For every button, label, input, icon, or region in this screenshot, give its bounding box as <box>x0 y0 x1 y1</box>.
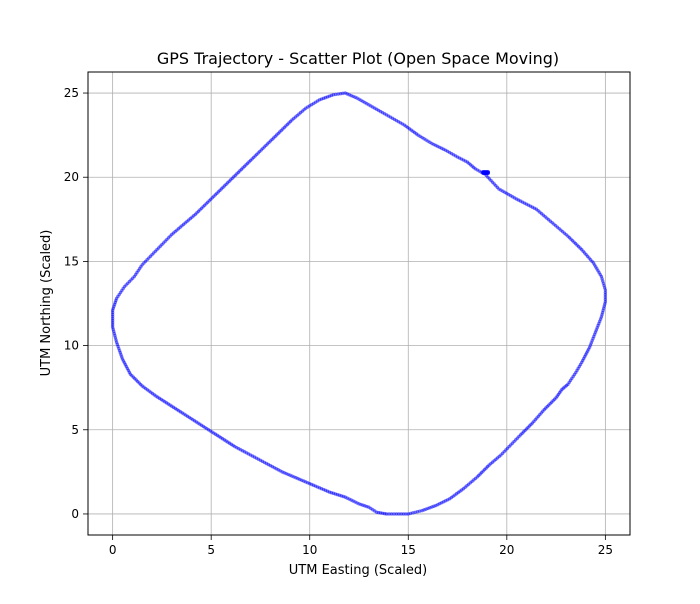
y-tick-label: 10 <box>64 339 79 353</box>
x-tick-label: 20 <box>499 543 514 557</box>
trajectory-point <box>392 512 396 516</box>
plot-area-frame <box>87 71 631 536</box>
y-tick-label: 0 <box>71 507 79 521</box>
x-tick-label: 25 <box>598 543 613 557</box>
trajectory-point <box>389 512 394 516</box>
y-tick-label: 5 <box>71 423 79 437</box>
trajectory-point <box>603 290 608 295</box>
x-tick-label: 15 <box>401 543 416 557</box>
trajectory-point <box>404 512 408 516</box>
trajectory-point <box>394 512 399 516</box>
x-tick-label: 0 <box>109 543 117 557</box>
chart-title: GPS Trajectory - Scatter Plot (Open Spac… <box>157 49 559 68</box>
trajectory-point <box>603 288 608 292</box>
y-tick-label: 25 <box>64 86 79 100</box>
axis-ticks: 0 5 10 15 20 25 0 5 10 15 20 25 <box>64 86 613 557</box>
trajectory-point <box>406 512 410 516</box>
trajectory-point <box>603 295 608 299</box>
y-axis-label: UTM Northing (Scaled) <box>39 230 54 377</box>
x-tick-label: 10 <box>302 543 317 557</box>
trajectory-point <box>397 512 401 516</box>
grid-lines <box>88 72 630 535</box>
y-tick-label: 20 <box>64 170 79 184</box>
trajectory-point <box>485 170 490 175</box>
trajectory-point <box>603 293 608 297</box>
x-axis-label: UTM Easting (Scaled) <box>289 563 427 578</box>
trajectory-point <box>603 297 608 302</box>
x-tick-label: 5 <box>207 543 215 557</box>
trajectory-point <box>387 512 391 516</box>
y-tick-label: 15 <box>64 254 79 268</box>
trajectory-points <box>110 91 608 516</box>
trajectory-point <box>399 512 403 516</box>
trajectory-point <box>401 512 406 516</box>
